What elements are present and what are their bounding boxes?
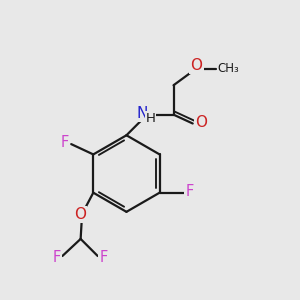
Text: F: F xyxy=(185,184,194,199)
Text: CH₃: CH₃ xyxy=(218,61,239,75)
Text: O: O xyxy=(74,207,86,222)
Text: F: F xyxy=(52,250,61,265)
Text: N: N xyxy=(137,106,148,121)
Text: O: O xyxy=(190,58,202,73)
Text: F: F xyxy=(61,135,69,150)
Text: H: H xyxy=(146,112,155,125)
Text: O: O xyxy=(195,116,207,130)
Text: F: F xyxy=(100,250,108,265)
